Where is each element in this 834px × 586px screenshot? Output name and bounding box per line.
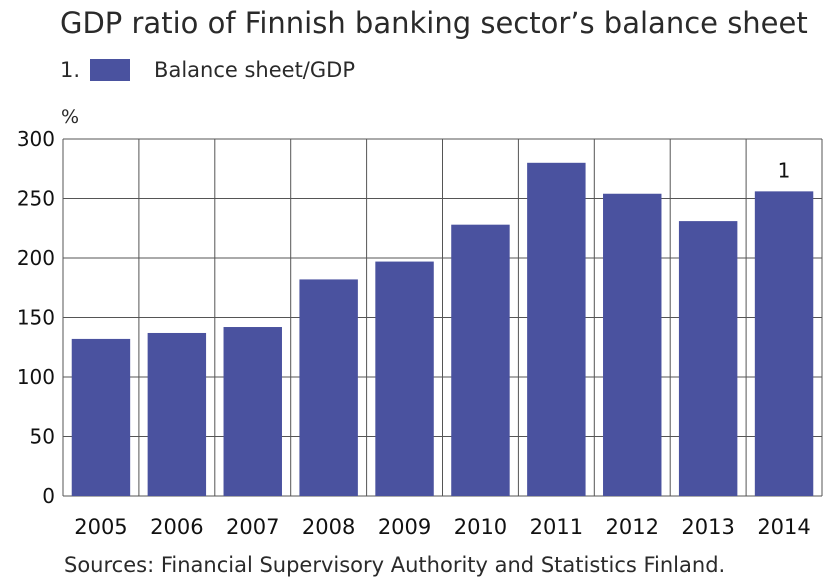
bar — [754, 191, 814, 497]
x-tick-label: 2010 — [454, 515, 507, 539]
bar — [375, 261, 434, 496]
legend-label: Balance sheet/GDP — [154, 58, 355, 82]
x-tick-label: 2009 — [378, 515, 431, 539]
bar — [147, 332, 207, 496]
y-tick-label: 50 — [30, 425, 55, 449]
x-tick-label: 2007 — [226, 515, 279, 539]
bar — [223, 327, 282, 496]
bar — [299, 279, 358, 496]
legend-number: 1. — [60, 58, 81, 82]
bar — [451, 224, 510, 496]
x-tick-label: 2011 — [530, 515, 583, 539]
x-tick-label: 2006 — [150, 515, 203, 539]
x-tick-label: 2013 — [681, 515, 734, 539]
bar — [71, 338, 131, 496]
bar — [678, 221, 738, 497]
source-note: Sources: Financial Supervisory Authority… — [64, 553, 726, 577]
x-tick-label: 2005 — [74, 515, 127, 539]
x-tick-label: 2014 — [757, 515, 810, 539]
y-tick-label: 150 — [17, 306, 55, 330]
x-tick-label: 2012 — [606, 515, 659, 539]
chart-title: GDP ratio of Finnish banking sector’s ba… — [60, 6, 808, 40]
legend-swatch — [90, 59, 131, 81]
x-tick-label: 2008 — [302, 515, 355, 539]
y-tick-label: 250 — [17, 187, 55, 211]
y-tick-label: 300 — [17, 127, 55, 151]
y-tick-label: 200 — [17, 246, 55, 270]
legend: 1. Balance sheet/GDP — [60, 58, 355, 82]
y-tick-label: 100 — [17, 365, 55, 389]
y-tick-label: 0 — [42, 484, 55, 508]
bar — [527, 162, 586, 497]
y-axis-unit: % — [61, 106, 80, 128]
bar-annotation: 1 — [778, 158, 791, 182]
bar — [603, 193, 662, 497]
